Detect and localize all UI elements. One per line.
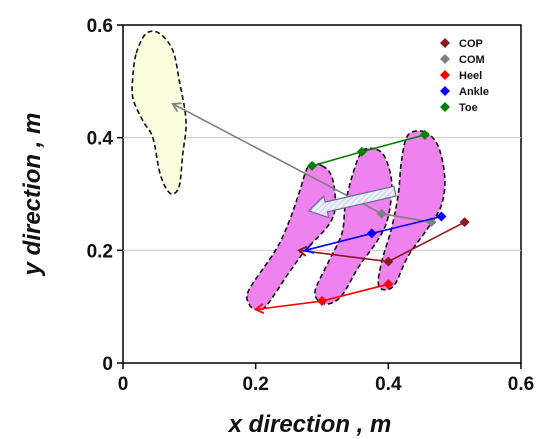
y-tick-label: 0.2 [87, 241, 113, 262]
legend-label: Heel [459, 70, 482, 82]
footprints [131, 30, 446, 312]
ticks: 0 0.2 0.4 0.6 0 0.2 0.4 0.6 [87, 16, 535, 395]
legend-marker [440, 86, 450, 96]
legend-item-ankle: Ankle [440, 86, 489, 98]
data-point [307, 160, 318, 171]
legend-item-cop: COP [440, 38, 483, 50]
y-tick-label: 0 [102, 354, 113, 375]
data-point [376, 208, 387, 219]
arrow-head [253, 303, 265, 315]
legend-marker [440, 54, 450, 64]
arrow-head [303, 243, 315, 254]
data-point [383, 256, 394, 267]
data-point [356, 146, 367, 157]
footprint [131, 30, 187, 195]
data-point [366, 228, 377, 239]
series-ankle [303, 211, 447, 254]
x-tick-label: 0 [118, 374, 129, 395]
legend-label: COP [459, 38, 483, 50]
data-point [436, 211, 447, 222]
y-tick-label: 0.6 [87, 16, 113, 37]
x-tick-label: 0.4 [375, 374, 402, 395]
legend: COP COM Heel Ankle Toe [440, 38, 489, 114]
legend-marker [440, 102, 450, 112]
walking-direction-arrow [307, 185, 397, 219]
x-tick-label: 0.6 [508, 374, 534, 395]
legend-item-heel: Heel [440, 70, 482, 82]
legend-marker [440, 70, 450, 80]
legend-item-com: COM [440, 54, 485, 66]
arrow-head [297, 245, 308, 257]
data-point [383, 279, 394, 290]
footprint [377, 130, 446, 291]
data-point [419, 129, 430, 140]
series-heel [253, 279, 394, 315]
legend-label: Toe [459, 102, 478, 114]
y-axis-label: y direction , m [19, 113, 46, 277]
legend-marker [440, 38, 450, 48]
x-axis-label: x direction , m [227, 411, 392, 438]
legend-item-toe: Toe [440, 102, 478, 114]
grid [123, 137, 521, 251]
legend-label: Ankle [459, 86, 489, 98]
series [171, 102, 470, 315]
data-point [459, 217, 470, 228]
arrow-head [171, 102, 182, 113]
direction-arrow [307, 185, 397, 219]
y-tick-label: 0.4 [87, 129, 114, 150]
series-cop [297, 217, 470, 267]
series-toe [307, 129, 430, 171]
x-tick-label: 0.2 [242, 374, 268, 395]
legend-label: COM [459, 54, 485, 66]
data-point [317, 296, 327, 307]
